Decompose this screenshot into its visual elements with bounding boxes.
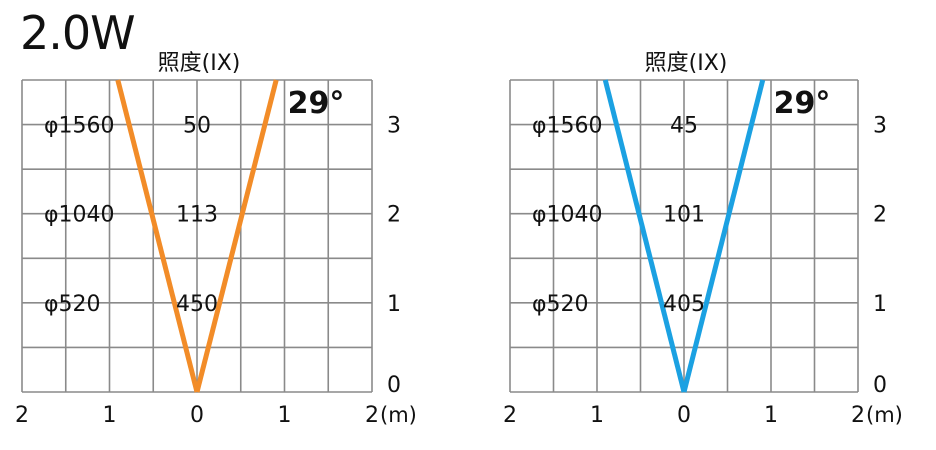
y-tick-label: 1 [387, 292, 401, 317]
illuminance-value: 101 [663, 203, 705, 228]
beam-diameter-label: φ1560 [532, 114, 603, 139]
beam-line-left [602, 79, 687, 393]
beam-diameter-label: φ1560 [44, 114, 115, 139]
x-tick-label: 2 [851, 403, 865, 428]
illuminance-value: 50 [183, 114, 211, 139]
beam-line-right [681, 79, 766, 393]
beam-angle-label: 29° [774, 86, 831, 121]
beam-diameter-label: φ520 [532, 292, 589, 317]
x-tick-label: 1 [103, 403, 117, 428]
x-tick-label: 1 [590, 403, 604, 428]
x-unit-label: (m) [866, 403, 903, 427]
x-tick-label: 0 [677, 403, 691, 428]
beam-angle-label: 29° [288, 86, 345, 121]
y-tick-label: 3 [873, 114, 887, 139]
chart-panel-2 [509, 79, 859, 393]
illuminance-value: 45 [670, 114, 698, 139]
x-tick-label: 1 [764, 403, 778, 428]
illuminance-value: 113 [176, 203, 218, 228]
illuminance-value: 450 [176, 292, 218, 317]
illuminance-title: 照度(IX) [645, 51, 728, 76]
beam-line-left [115, 79, 200, 393]
beam-diameter-label: φ1040 [44, 203, 115, 228]
y-tick-label: 0 [873, 373, 887, 398]
illuminance-title: 照度(IX) [158, 51, 241, 76]
beam-diameter-label: φ1040 [532, 203, 603, 228]
x-unit-label: (m) [380, 403, 417, 427]
y-tick-label: 0 [387, 373, 401, 398]
x-tick-label: 2 [503, 403, 517, 428]
beam-diameter-label: φ520 [44, 292, 101, 317]
x-tick-label: 2 [365, 403, 379, 428]
x-tick-label: 1 [278, 403, 292, 428]
y-tick-label: 1 [873, 292, 887, 317]
power-label: 2.0W [20, 6, 136, 60]
x-tick-label: 2 [15, 403, 29, 428]
y-tick-label: 2 [387, 203, 401, 228]
chart-panel-1 [21, 79, 373, 393]
x-tick-label: 0 [190, 403, 204, 428]
y-tick-label: 2 [873, 203, 887, 228]
beam-line-right [194, 79, 279, 393]
y-tick-label: 3 [387, 114, 401, 139]
illuminance-value: 405 [663, 292, 705, 317]
